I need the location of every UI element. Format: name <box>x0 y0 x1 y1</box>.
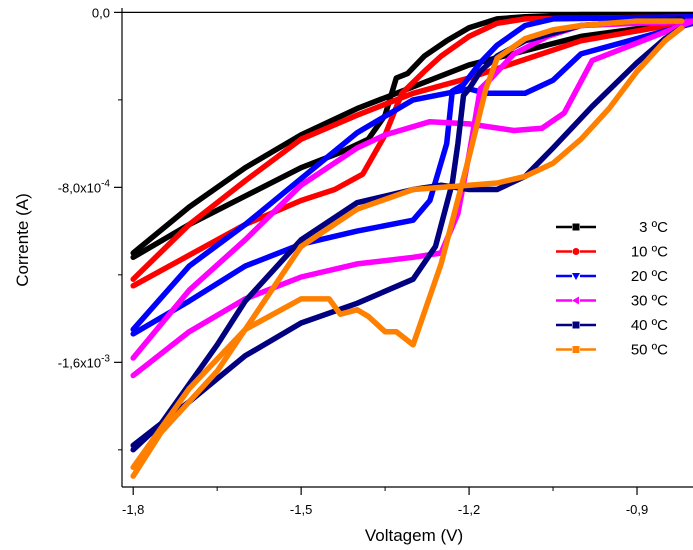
legend-item: 50 ºC <box>556 342 668 359</box>
series-line-backward <box>130 18 693 256</box>
y-tick-base: -8,0x10 <box>58 180 101 195</box>
y-tick-label: 0,0 <box>92 5 110 20</box>
legend-marker <box>572 296 579 305</box>
series-1 <box>130 13 693 289</box>
legend-item: 30 ºC <box>556 293 668 310</box>
legend-item: 20 ºC <box>556 268 668 285</box>
legend-label: 30 ºC <box>631 293 668 310</box>
y-tick-base: -1,6x10 <box>58 355 101 370</box>
legend-label: 40 ºC <box>631 317 668 334</box>
series-line-backward <box>130 18 693 282</box>
series-line-forward <box>130 11 693 261</box>
series-line-forward <box>130 13 693 289</box>
y-tick-label: -8,0x10-4 <box>58 178 111 195</box>
series-4 <box>130 16 685 453</box>
series-line-backward <box>130 20 693 333</box>
x-tick-label: -1,8 <box>122 502 144 517</box>
legend: 3 ºC 10 ºC 20 ºC 30 ºC 40 ºC 50 ºC <box>556 219 668 359</box>
y-tick-exponent: -3 <box>101 353 110 364</box>
legend-marker <box>572 321 580 329</box>
series-line-backward <box>130 18 693 361</box>
legend-item: 3 ºC <box>556 219 668 236</box>
series-2 <box>130 13 693 337</box>
series-line-forward <box>130 13 693 337</box>
axes-layer: -1,8 -1,5 -1,2 -0,9 0,0 -8,0x10-4 -1,6x10-3 <box>58 5 693 517</box>
y-tick-base: 0,0 <box>92 5 110 20</box>
legend-item: 40 ºC <box>556 317 668 334</box>
x-tick-label: -1,5 <box>290 502 312 517</box>
legend-marker <box>572 346 580 353</box>
series-line-backward <box>130 16 685 449</box>
x-tick-label: -0,9 <box>626 502 648 517</box>
legend-item: 10 ºC <box>556 244 668 261</box>
series-line-backward <box>130 18 685 471</box>
series-0 <box>130 11 693 261</box>
x-tick-label: -1,2 <box>458 502 480 517</box>
legend-label: 50 ºC <box>631 342 668 359</box>
y-tick-label: -1,6x10-3 <box>58 353 111 370</box>
curves-layer <box>130 11 693 479</box>
series-line-forward <box>130 18 693 379</box>
series-line-forward <box>130 24 685 479</box>
legend-label: 3 ºC <box>639 219 668 236</box>
y-axis-title: Corrente (A) <box>13 193 32 287</box>
legend-label: 10 ºC <box>631 244 668 261</box>
legend-label: 20 ºC <box>631 268 668 285</box>
series-5 <box>130 18 685 479</box>
y-tick-exponent: -4 <box>101 178 110 189</box>
x-axis-title: Voltagem (V) <box>365 526 463 545</box>
legend-marker <box>572 248 580 255</box>
legend-marker <box>572 223 580 231</box>
series-3 <box>130 18 693 379</box>
legend-marker <box>572 273 580 280</box>
